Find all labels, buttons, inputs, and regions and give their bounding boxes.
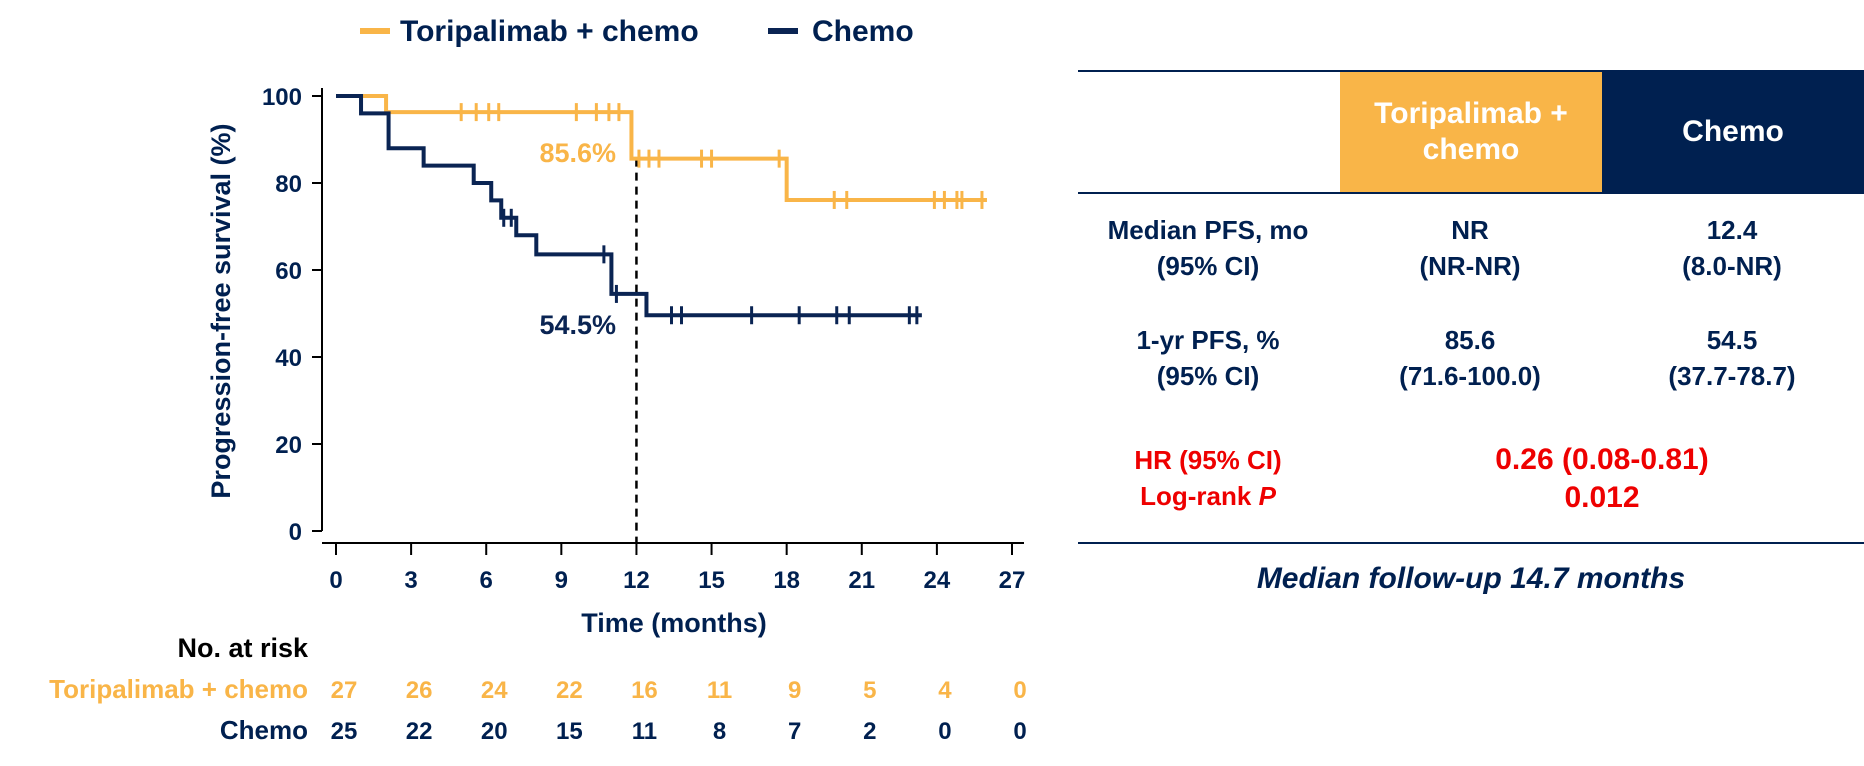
x-tick-label: 9 <box>555 567 568 594</box>
x-tick-label: 15 <box>698 567 725 594</box>
annotation-1yr-chemo: 54.5% <box>539 310 616 340</box>
risk-count: 0 <box>1013 718 1026 745</box>
p-value: 0.012 <box>1564 481 1640 514</box>
risk-count: 16 <box>631 677 658 704</box>
risk-row-label: Chemo <box>220 715 308 745</box>
table-bottom-rule <box>1078 542 1864 544</box>
x-tick-label: 3 <box>404 567 417 594</box>
risk-count: 4 <box>938 677 952 704</box>
legend-label-toripalimab: Toripalimab + chemo <box>400 15 699 48</box>
y-axis-label: Progression-free survival (%) <box>206 123 236 498</box>
table-header-rule <box>1078 192 1864 194</box>
risk-count: 22 <box>556 677 583 704</box>
1yr-pfs-chemo: 54.5 (37.7-78.7) <box>1668 325 1796 391</box>
header-chemo: Chemo <box>1602 72 1864 192</box>
median-followup-note: Median follow-up 14.7 months <box>1256 562 1686 595</box>
risk-count: 8 <box>713 718 726 745</box>
risk-count: 0 <box>938 718 951 745</box>
annotation-1yr-toripalimab: 85.6% <box>539 138 616 168</box>
y-tick-label: 60 <box>275 258 302 285</box>
header-toripalimab-label: Toripalimab + chemo <box>1374 97 1568 166</box>
risk-count: 26 <box>406 677 433 704</box>
risk-count: 22 <box>406 718 433 745</box>
table-top-rule <box>1078 70 1864 72</box>
risk-count: 25 <box>331 718 358 745</box>
logrank-label: Log-rank P <box>1078 478 1338 514</box>
x-tick-label: 6 <box>480 567 493 594</box>
median-pfs-tori: NR (NR-NR) <box>1419 215 1521 281</box>
risk-row-label: Toripalimab + chemo <box>49 674 308 704</box>
x-axis-label: Time (months) <box>581 608 767 638</box>
km-curve-chemo <box>336 94 922 318</box>
risk-count: 0 <box>1013 677 1026 704</box>
x-tick-label: 24 <box>924 567 951 594</box>
y-tick-label: 80 <box>275 171 302 198</box>
legend-label-chemo: Chemo <box>812 15 914 48</box>
x-tick-label: 27 <box>999 567 1026 594</box>
x-tick-label: 12 <box>623 567 650 594</box>
logrank-p-symbol: P <box>1258 481 1276 511</box>
risk-count: 27 <box>331 677 358 704</box>
x-tick-label: 0 <box>329 567 342 594</box>
km-curve-toripalimab <box>336 94 987 202</box>
risk-table-title: No. at risk <box>177 633 309 663</box>
median-pfs-chemo: 12.4 (8.0-NR) <box>1682 215 1782 281</box>
risk-count: 15 <box>556 718 583 745</box>
risk-count: 2 <box>863 718 876 745</box>
header-toripalimab: Toripalimab + chemo <box>1340 72 1602 192</box>
risk-count: 11 <box>632 718 657 745</box>
row-label-1yr-pfs: 1-yr PFS, % (95% CI) <box>1136 325 1280 391</box>
hr-label: HR (95% CI) <box>1134 445 1282 475</box>
x-tick-label: 18 <box>773 567 800 594</box>
y-tick-label: 100 <box>262 84 302 111</box>
risk-count: 5 <box>863 677 876 704</box>
risk-count: 11 <box>707 677 732 704</box>
hr-value: 0.26 (0.08-0.81) <box>1495 443 1709 476</box>
risk-count: 20 <box>481 718 508 745</box>
y-tick-label: 20 <box>275 432 302 459</box>
risk-count: 9 <box>788 677 801 704</box>
risk-count: 7 <box>788 718 801 745</box>
row-label-median-pfs: Median PFS, mo (95% CI) <box>1107 215 1309 281</box>
risk-count: 24 <box>481 677 508 704</box>
x-tick-label: 21 <box>848 567 875 594</box>
1yr-pfs-tori: 85.6 (71.6-100.0) <box>1399 325 1541 391</box>
logrank-text: Log-rank <box>1140 481 1252 511</box>
y-tick-label: 0 <box>289 519 302 546</box>
header-chemo-label: Chemo <box>1682 115 1784 148</box>
y-tick-label: 40 <box>275 345 302 372</box>
